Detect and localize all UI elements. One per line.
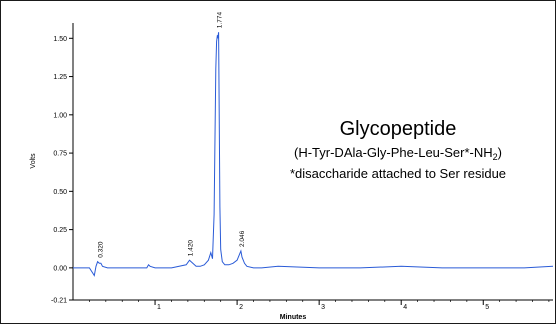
- x-tick-group: 1 2 3 4 5: [89, 300, 550, 311]
- y-tick-group: -0.21 0.00 0.25 0.50 0.75 1.00 1.25 1.50: [51, 36, 73, 305]
- peak-label: 1.774: [217, 12, 224, 29]
- x-tick-label: 4: [403, 304, 407, 311]
- peak-label-group: 0.320 1.420 1.774 2.046: [97, 12, 246, 258]
- peak-label: 0.320: [97, 241, 104, 258]
- y-tick-label: 0.75: [53, 151, 67, 158]
- peak-label: 1.420: [188, 240, 195, 257]
- x-tick-label: 3: [321, 304, 325, 311]
- subtitle-subscript: 2: [493, 152, 498, 162]
- subtitle-end: ): [498, 145, 502, 160]
- x-tick-label: 1: [157, 304, 161, 311]
- y-tick-label: -0.21: [51, 298, 67, 305]
- y-tick-label: 0.50: [53, 189, 67, 196]
- peak-label: 2.046: [239, 230, 246, 247]
- y-tick-label: 1.00: [53, 112, 67, 119]
- chart-subtitle: (H-Tyr-DAla-Gly-Phe-Leu-Ser*-NH2): [294, 145, 502, 162]
- y-tick-label: 0.25: [53, 227, 67, 234]
- x-tick-label: 5: [485, 304, 489, 311]
- y-tick-label: 0.00: [53, 265, 67, 272]
- chart-note: *disaccharide attached to Ser residue: [290, 166, 506, 181]
- y-tick-label: 1.50: [53, 36, 67, 43]
- subtitle-main: (H-Tyr-DAla-Gly-Phe-Leu-Ser*-NH: [294, 145, 493, 160]
- series-trace: [73, 32, 554, 277]
- y-tick-label: 1.25: [53, 74, 67, 81]
- chart-title: Glycopeptide: [340, 118, 457, 140]
- y-axis-label: Volts: [30, 153, 37, 169]
- x-tick-label: 2: [239, 304, 243, 311]
- x-axis-label: Minutes: [280, 314, 307, 321]
